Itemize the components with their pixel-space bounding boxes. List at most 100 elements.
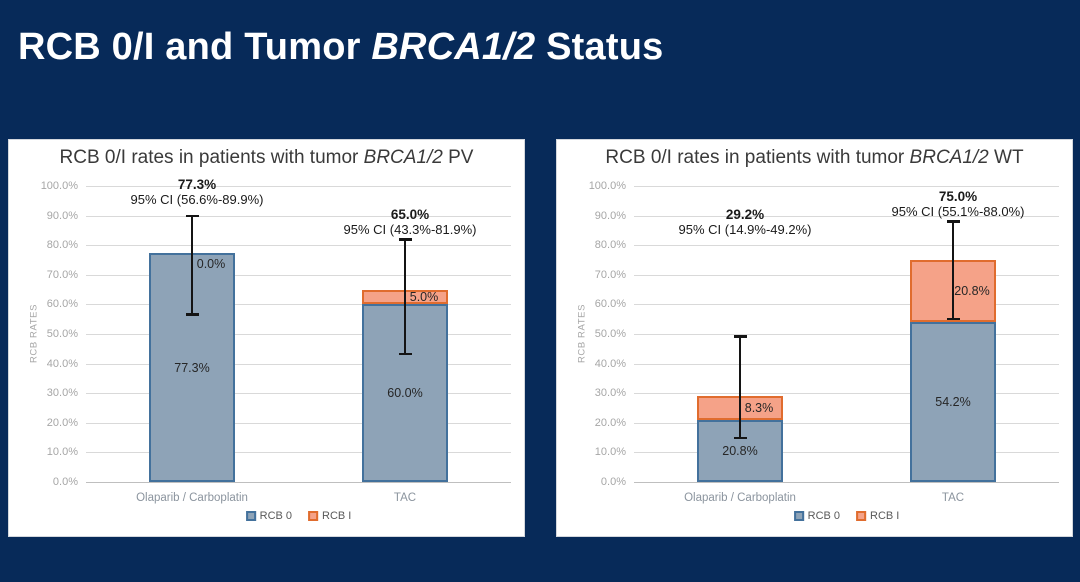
y-axis-tick-label: 30.0% xyxy=(594,387,626,400)
chart-title-suffix: WT xyxy=(988,147,1024,168)
legend-label: RCB 0 xyxy=(259,510,293,522)
y-axis-tick-label: 60.0% xyxy=(46,298,78,311)
y-axis-tick-label: 50.0% xyxy=(46,328,78,340)
bar-rcb0-label: 54.2% xyxy=(935,394,971,409)
error-bar-cap-top xyxy=(946,220,960,223)
legend: RCB 0 RCB I xyxy=(245,510,351,522)
legend: RCB 0 RCB I xyxy=(793,510,899,522)
y-axis-tick-label: 50.0% xyxy=(594,328,626,340)
x-axis-category-label: Olaparib / Carboplatin xyxy=(684,492,796,504)
y-axis-tick-label: 100.0% xyxy=(588,180,626,192)
bar-rcb1-label: 5.0% xyxy=(409,290,439,304)
legend-swatch-rcb1 xyxy=(308,511,319,521)
y-axis-tick-label: 80.0% xyxy=(46,239,78,252)
chart-title-wt: RCB 0/I rates in patients with tumor BRC… xyxy=(557,147,1072,170)
ci-label: 95% CI (14.9%-49.2%) xyxy=(678,221,812,237)
error-bar-cap-bottom xyxy=(398,352,412,356)
legend-item-rcb1: RCB I xyxy=(308,510,351,522)
y-axis-tick-label: 60.0% xyxy=(594,298,626,311)
error-bar-cap-bottom xyxy=(733,436,747,440)
y-axis-tick-label: 70.0% xyxy=(46,268,78,281)
legend-swatch-rcb0 xyxy=(245,511,256,521)
y-axis-tick-label: 80.0% xyxy=(594,239,626,252)
chart-title-gene: BRCA1/2 xyxy=(363,147,443,168)
y-axis-tick-label: 100.0% xyxy=(40,180,78,192)
gridline xyxy=(86,482,511,483)
y-axis-tick-label: 40.0% xyxy=(46,357,78,370)
gridline xyxy=(86,393,511,395)
gridline xyxy=(86,334,511,335)
y-axis-tick-label: 0.0% xyxy=(52,476,78,488)
y-axis-tick-label: 10.0% xyxy=(594,446,626,459)
error-bar-cap-top xyxy=(733,335,747,338)
error-bar xyxy=(951,221,955,319)
slide-title-suffix: Status xyxy=(535,26,664,68)
y-axis-title: RCB RATES xyxy=(576,303,588,364)
gridline xyxy=(634,334,1059,335)
gridline xyxy=(86,452,511,454)
bar-rcb0-segment xyxy=(910,321,996,482)
chart-title-prefix: RCB 0/I rates in patients with tumor xyxy=(59,147,364,168)
gridline xyxy=(86,304,511,306)
slide-title-gene: BRCA1/2 xyxy=(371,26,536,68)
y-axis-tick-label: 20.0% xyxy=(46,416,78,429)
error-bar xyxy=(738,336,742,438)
legend-item-rcb1: RCB I xyxy=(856,510,899,522)
gridline xyxy=(634,482,1059,483)
x-axis-category-label: TAC xyxy=(941,492,965,504)
chart-title-suffix: PV xyxy=(442,147,474,168)
bar-rcb1-label: 20.8% xyxy=(954,283,990,298)
ci-annotation: 65.0% 95% CI (43.3%-81.9%) xyxy=(344,207,477,238)
legend-swatch-rcb1 xyxy=(856,511,867,521)
y-axis-tick-label: 90.0% xyxy=(46,209,78,222)
error-bar-cap-top xyxy=(398,238,412,241)
gridline xyxy=(86,215,511,217)
gridline xyxy=(86,422,511,424)
error-bar xyxy=(403,239,407,354)
chart-title-pv: RCB 0/I rates in patients with tumor BRC… xyxy=(9,147,524,170)
y-axis-tick-label: 30.0% xyxy=(46,387,78,400)
y-axis-tick-label: 0.0% xyxy=(600,476,626,488)
gridline xyxy=(634,215,1059,217)
gridline xyxy=(634,304,1059,306)
plot-area-wt: 0.0% 10.0% 20.0% 30.0% 40.0% 50.0% 60.0% 70.0% 8… xyxy=(557,140,1072,536)
gridline xyxy=(634,274,1059,276)
bar-rcb0-label: 77.3% xyxy=(174,360,210,375)
y-axis-tick-label: 90.0% xyxy=(594,209,626,222)
ci-label: 95% CI (43.3%-81.9%) xyxy=(343,221,477,237)
legend-swatch-rcb0 xyxy=(793,511,804,521)
y-axis-title: RCB RATES xyxy=(28,303,40,364)
bar-rcb0-label: 20.8% xyxy=(722,444,758,459)
gridline xyxy=(86,245,511,247)
bar-rcb0-label: 60.0% xyxy=(387,386,423,401)
ci-label: 95% CI (55.1%-88.0%) xyxy=(891,203,1025,219)
chart-panel-brca-wt: RCB 0/I rates in patients with tumor BRC… xyxy=(556,139,1073,537)
bar-rcb0-segment xyxy=(697,420,783,482)
slide-title-prefix: RCB 0/I and Tumor xyxy=(18,26,372,68)
legend-label: RCB I xyxy=(870,510,900,522)
total-label: 77.3% xyxy=(177,177,217,193)
y-axis-tick-label: 20.0% xyxy=(594,416,626,429)
bar-rcb1-label: 8.3% xyxy=(744,401,774,416)
error-bar xyxy=(190,215,194,315)
gridline xyxy=(86,274,511,276)
error-bar-cap-bottom xyxy=(185,313,199,316)
total-label: 29.2% xyxy=(725,206,765,222)
ci-label: 95% CI (56.6%-89.9%) xyxy=(130,192,264,208)
gridline xyxy=(634,422,1059,424)
slide-title: RCB 0/I and Tumor BRCA1/2 Status xyxy=(18,26,663,70)
error-bar-cap-top xyxy=(185,214,199,218)
gridline xyxy=(86,186,511,187)
chart-panel-brca-pv: RCB 0/I rates in patients with tumor BRC… xyxy=(8,139,525,537)
gridline xyxy=(634,245,1059,247)
ci-annotation: 29.2% 95% CI (14.9%-49.2%) xyxy=(679,207,812,238)
ci-annotation: 77.3% 95% CI (56.6%-89.9%) xyxy=(131,177,264,208)
x-axis-category-label: TAC xyxy=(393,492,417,504)
chart-title-gene: BRCA1/2 xyxy=(909,147,989,168)
legend-label: RCB I xyxy=(322,510,352,522)
gridline xyxy=(634,186,1059,187)
legend-item-rcb0: RCB 0 xyxy=(793,510,840,522)
y-axis-tick-label: 10.0% xyxy=(46,446,78,459)
bar-rcb0-segment xyxy=(362,304,448,482)
